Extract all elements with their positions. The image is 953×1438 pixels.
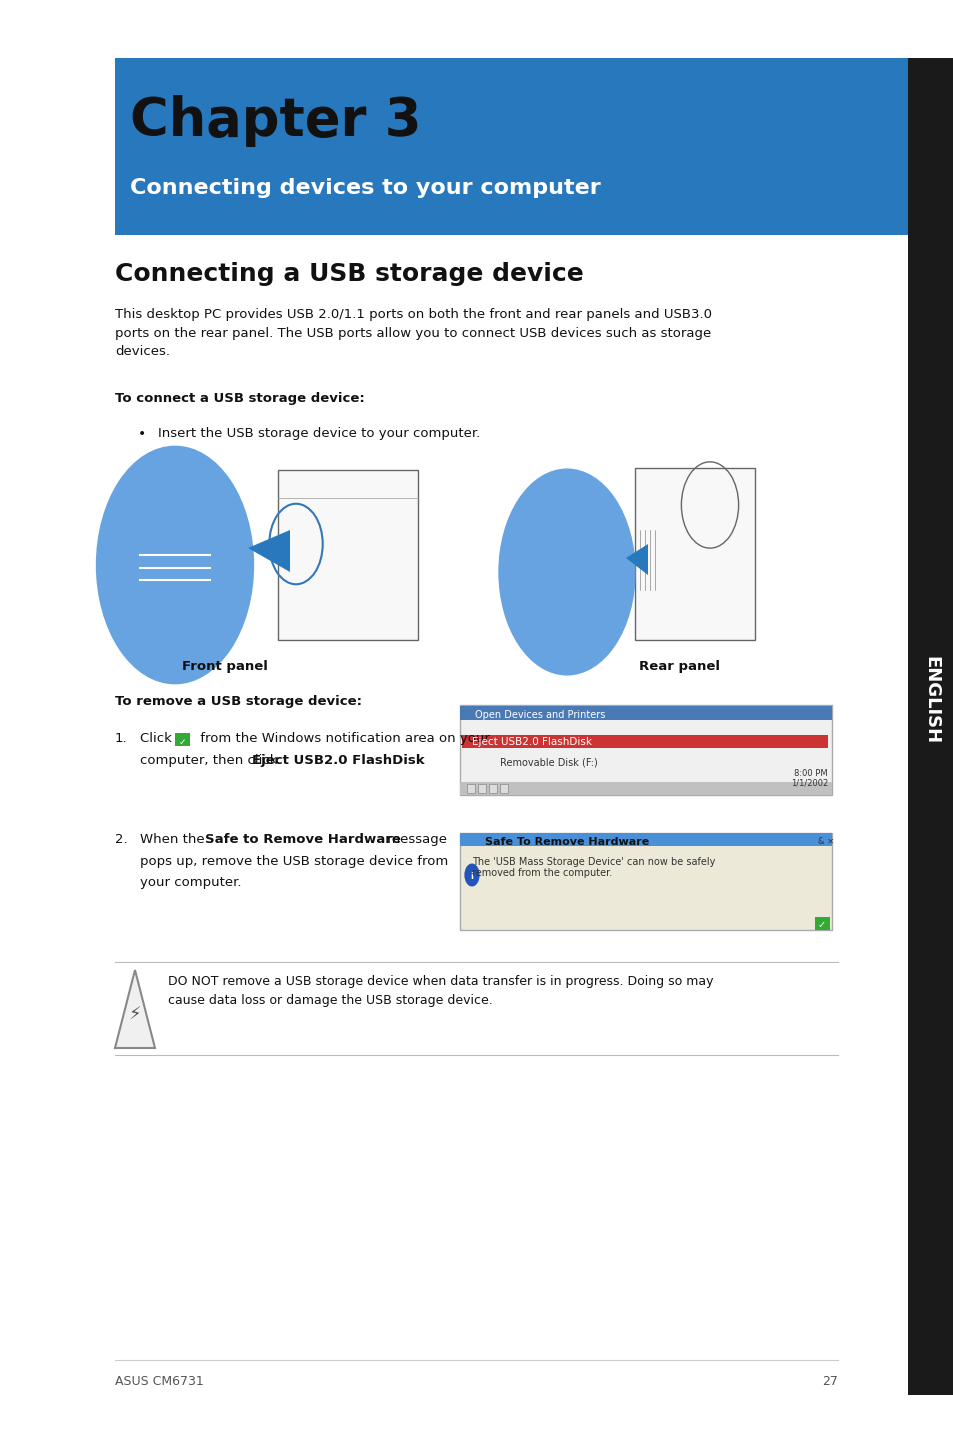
Text: To connect a USB storage device:: To connect a USB storage device:	[115, 393, 364, 406]
Text: Eject USB2.0 FlashDisk: Eject USB2.0 FlashDisk	[472, 738, 592, 746]
Circle shape	[95, 446, 253, 684]
Circle shape	[497, 469, 635, 676]
Bar	[489, 784, 497, 792]
Text: Insert the USB storage device to your computer.: Insert the USB storage device to your co…	[158, 427, 479, 440]
Text: & ✕: & ✕	[817, 837, 833, 846]
Text: pops up, remove the USB storage device from: pops up, remove the USB storage device f…	[140, 856, 448, 869]
Text: Connecting a USB storage device: Connecting a USB storage device	[115, 262, 583, 286]
Bar	[477, 784, 485, 792]
Bar	[174, 733, 190, 746]
Bar	[459, 706, 831, 720]
Bar	[115, 58, 934, 234]
Text: computer, then click: computer, then click	[140, 754, 281, 766]
Bar	[461, 735, 827, 748]
Text: 1/1/2002: 1/1/2002	[790, 779, 827, 788]
Text: ASUS CM6731: ASUS CM6731	[115, 1375, 204, 1388]
Text: ✓: ✓	[817, 920, 825, 930]
Text: message: message	[382, 833, 447, 846]
Text: 2.: 2.	[115, 833, 128, 846]
Polygon shape	[115, 971, 154, 1048]
Polygon shape	[625, 544, 647, 575]
Text: The 'USB Mass Storage Device' can now be safely: The 'USB Mass Storage Device' can now be…	[472, 857, 715, 867]
Text: Chapter 3: Chapter 3	[130, 95, 421, 147]
Text: When the: When the	[140, 833, 209, 846]
Text: Front panel: Front panel	[182, 660, 268, 673]
Bar	[459, 705, 831, 795]
Bar	[814, 917, 829, 930]
Text: Removable Disk (F:): Removable Disk (F:)	[499, 756, 598, 766]
Bar	[277, 470, 417, 640]
Bar	[499, 784, 507, 792]
Text: 27: 27	[821, 1375, 837, 1388]
Text: ⚡: ⚡	[129, 1007, 141, 1024]
Text: removed from the computer.: removed from the computer.	[472, 869, 612, 879]
Text: To remove a USB storage device:: To remove a USB storage device:	[115, 695, 361, 707]
Polygon shape	[248, 531, 290, 572]
Text: This desktop PC provides USB 2.0/1.1 ports on both the front and rear panels and: This desktop PC provides USB 2.0/1.1 por…	[115, 308, 711, 358]
Text: Open Devices and Printers: Open Devices and Printers	[475, 710, 605, 720]
Text: Connecting devices to your computer: Connecting devices to your computer	[130, 178, 600, 198]
Text: i: i	[470, 871, 473, 881]
Bar	[467, 784, 475, 792]
Text: 1.: 1.	[115, 732, 128, 745]
Text: Eject USB2.0 FlashDisk: Eject USB2.0 FlashDisk	[252, 754, 424, 766]
Bar	[459, 833, 831, 930]
Text: your computer.: your computer.	[140, 876, 241, 889]
Text: .: .	[394, 754, 397, 766]
Text: ENGLISH: ENGLISH	[921, 656, 939, 743]
Circle shape	[464, 863, 479, 886]
Text: Safe To Remove Hardware: Safe To Remove Hardware	[484, 837, 649, 847]
Bar	[459, 782, 831, 795]
Bar	[459, 833, 831, 846]
Text: from the Windows notification area on your: from the Windows notification area on yo…	[195, 732, 489, 745]
Text: ✓: ✓	[178, 738, 186, 746]
Text: •: •	[138, 427, 146, 441]
Text: 8:00 PM: 8:00 PM	[794, 769, 827, 778]
Bar	[635, 467, 754, 640]
Bar	[907, 58, 953, 1395]
Text: DO NOT remove a USB storage device when data transfer is in progress. Doing so m: DO NOT remove a USB storage device when …	[168, 975, 713, 1007]
Text: Click: Click	[140, 732, 176, 745]
Text: Rear panel: Rear panel	[639, 660, 720, 673]
Text: Safe to Remove Hardware: Safe to Remove Hardware	[205, 833, 400, 846]
